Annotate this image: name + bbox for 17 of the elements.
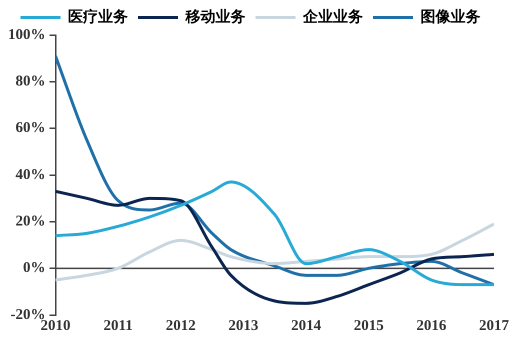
y-tick-label: 80% (16, 74, 46, 90)
y-tick-label: 20% (16, 214, 46, 230)
y-tick-label: 60% (16, 120, 46, 136)
x-tick-label: 2013 (228, 318, 258, 334)
y-tick-label: 0% (23, 260, 46, 276)
x-tick-label: 2017 (479, 318, 510, 334)
legend-label: 图像业务 (420, 7, 480, 26)
x-tick-label: 2015 (354, 318, 384, 334)
legend-label: 移动业务 (184, 7, 246, 26)
y-tick-label: 100% (8, 26, 46, 43)
x-tick-label: 2011 (104, 318, 133, 334)
x-tick-label: 2012 (166, 318, 196, 334)
x-tick-label: 2014 (291, 318, 322, 334)
legend-label: 医疗业务 (68, 7, 128, 26)
y-tick-label: 40% (16, 166, 46, 183)
legend-label: 企业业务 (302, 7, 363, 26)
x-tick-label: 2016 (416, 318, 447, 334)
